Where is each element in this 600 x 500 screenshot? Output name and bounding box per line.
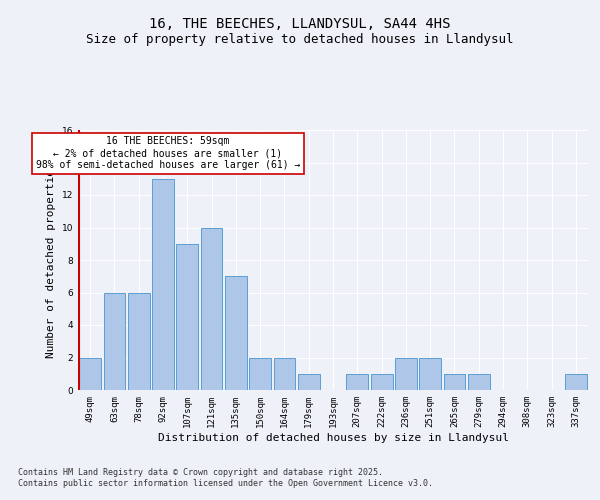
Bar xyxy=(79,358,101,390)
Text: Contains HM Land Registry data © Crown copyright and database right 2025.
Contai: Contains HM Land Registry data © Crown c… xyxy=(18,468,433,487)
Bar xyxy=(128,292,149,390)
Bar xyxy=(419,358,441,390)
Text: Size of property relative to detached houses in Llandysul: Size of property relative to detached ho… xyxy=(86,32,514,46)
Text: 16, THE BEECHES, LLANDYSUL, SA44 4HS: 16, THE BEECHES, LLANDYSUL, SA44 4HS xyxy=(149,18,451,32)
Bar xyxy=(176,244,198,390)
Bar xyxy=(346,374,368,390)
Y-axis label: Number of detached properties: Number of detached properties xyxy=(46,162,56,358)
Bar xyxy=(565,374,587,390)
Bar xyxy=(225,276,247,390)
Bar xyxy=(298,374,320,390)
Bar xyxy=(104,292,125,390)
Bar xyxy=(371,374,392,390)
Bar xyxy=(249,358,271,390)
Text: 16 THE BEECHES: 59sqm
← 2% of detached houses are smaller (1)
98% of semi-detach: 16 THE BEECHES: 59sqm ← 2% of detached h… xyxy=(35,136,300,170)
Bar xyxy=(443,374,466,390)
Bar xyxy=(468,374,490,390)
Bar xyxy=(395,358,417,390)
Bar xyxy=(274,358,295,390)
Bar xyxy=(200,228,223,390)
X-axis label: Distribution of detached houses by size in Llandysul: Distribution of detached houses by size … xyxy=(157,432,509,442)
Bar xyxy=(152,179,174,390)
